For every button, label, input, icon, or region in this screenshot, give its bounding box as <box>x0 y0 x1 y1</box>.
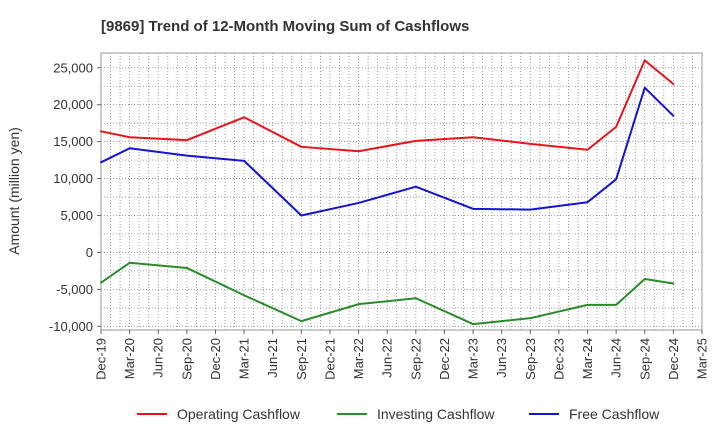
legend-label: Investing Cashflow <box>377 406 495 422</box>
x-tick-label: Dec-19 <box>94 338 109 380</box>
grid-lines <box>100 53 703 330</box>
x-tick-label: Dec-21 <box>322 338 337 380</box>
series-lines <box>100 59 675 326</box>
legend-label: Operating Cashflow <box>177 406 301 422</box>
x-tick-label: Dec-24 <box>666 338 681 380</box>
y-tick-label: 10,000 <box>53 171 93 186</box>
y-tick-label: 5,000 <box>60 208 93 223</box>
y-tick-label: 25,000 <box>53 60 93 75</box>
chart-title: [9869] Trend of 12-Month Moving Sum of C… <box>101 18 469 35</box>
legend-label: Free Cashflow <box>569 406 660 422</box>
y-tick-label: 0 <box>86 245 93 260</box>
legend: Operating Cashflow Investing Cashflow Free… <box>137 406 660 422</box>
x-tick-label: Sep-20 <box>179 338 194 380</box>
plot-area-frame <box>100 52 703 331</box>
y-axis-label: Amount (million yen) <box>6 127 22 255</box>
x-tick-label: Mar-20 <box>122 338 137 379</box>
x-tick-label: Jun-23 <box>494 338 509 378</box>
x-tick-label: Mar-23 <box>466 338 481 379</box>
y-tick-label: 20,000 <box>53 97 93 112</box>
x-tick-label: Mar-24 <box>580 338 595 379</box>
x-tick-label: Jun-21 <box>265 338 280 378</box>
x-tick-label: Mar-21 <box>237 338 252 379</box>
x-tick-label: Sep-22 <box>408 338 423 380</box>
x-tick-label: Dec-22 <box>437 338 452 380</box>
x-tick-label: Jun-22 <box>380 338 395 378</box>
y-tick-label: -10,000 <box>49 319 93 334</box>
x-tick-label: Dec-20 <box>208 338 223 380</box>
x-tick-label: Mar-25 <box>695 338 710 379</box>
series-line-free-cashflow <box>100 86 675 217</box>
x-tick-label: Sep-23 <box>523 338 538 380</box>
series-line-investing-cashflow <box>100 261 675 326</box>
y-tick-label: 15,000 <box>53 134 93 149</box>
x-tick-label: Dec-23 <box>551 338 566 380</box>
y-tick-label: -5,000 <box>56 282 93 297</box>
y-axis-ticks: -10,000 -5,000 0 5,000 10,000 15,000 20,000 25,… <box>49 60 101 334</box>
series-line-operating-cashflow <box>100 59 675 153</box>
x-tick-label: Jun-24 <box>609 338 624 378</box>
x-tick-label: Jun-20 <box>151 338 166 378</box>
x-tick-label: Mar-22 <box>351 338 366 379</box>
x-tick-label: Sep-21 <box>294 338 309 380</box>
x-axis-ticks: Dec-19 Mar-20 Jun-20 Sep-20 Dec-20 Mar-21 Jun-… <box>94 330 710 380</box>
x-tick-label: Sep-24 <box>637 338 652 380</box>
